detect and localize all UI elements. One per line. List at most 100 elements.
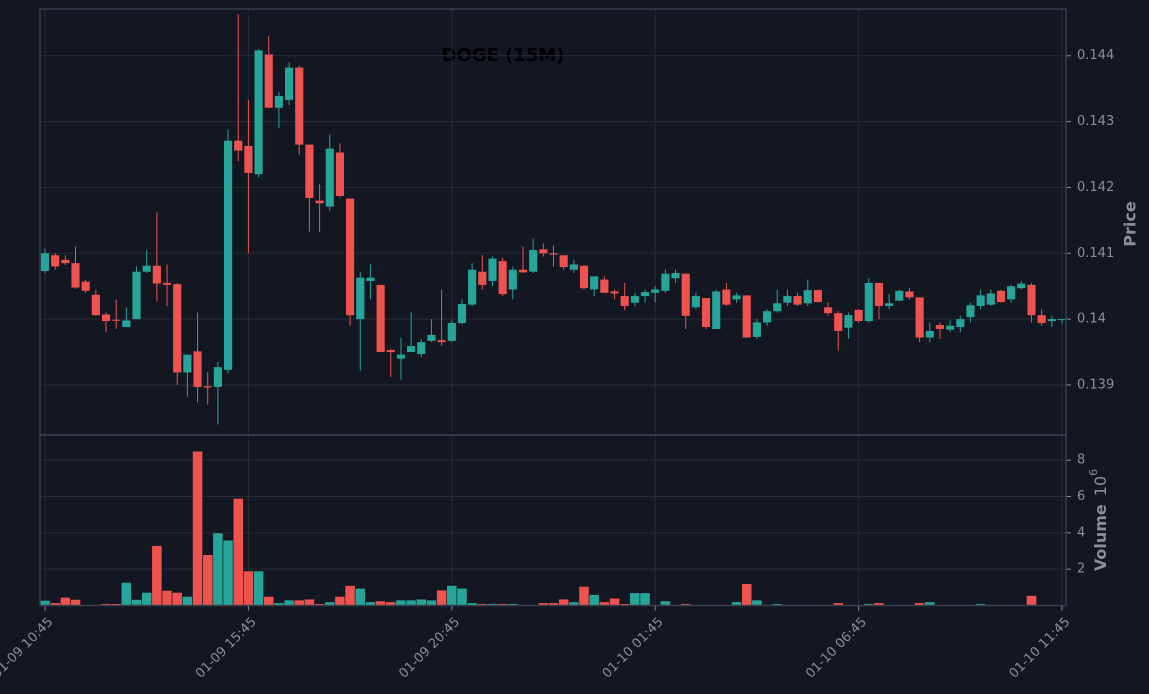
candle-body [132, 271, 141, 320]
candle-body [335, 152, 344, 196]
candle-body [386, 350, 395, 353]
volume-bar [751, 599, 763, 606]
candle-body [1027, 284, 1036, 316]
volume-bar [263, 596, 275, 606]
candle-body [122, 320, 131, 328]
candle-body [620, 296, 629, 306]
candle-body [91, 294, 100, 316]
volume-tick-label: 4 [1077, 525, 1085, 540]
candle-body [447, 323, 456, 341]
candle-body [1037, 315, 1046, 324]
y-tick-label: 0.141 [1077, 246, 1114, 261]
candle-body [437, 340, 446, 343]
volume-bar [222, 539, 234, 606]
candle-body [203, 386, 212, 388]
candle-body [162, 282, 172, 285]
candle-body [396, 354, 406, 359]
volume-bar [181, 596, 193, 606]
candle-body [915, 297, 924, 338]
candle-body [152, 265, 161, 284]
candle-body [478, 271, 487, 285]
candle-body [274, 95, 283, 108]
volume-bar [456, 587, 468, 606]
candle-body [356, 277, 365, 320]
candle-body [590, 276, 599, 290]
candle-body [661, 273, 670, 291]
candle-body [1057, 319, 1067, 321]
candle-body [376, 284, 385, 353]
volume-bar [436, 589, 448, 606]
volume-bar [293, 599, 305, 606]
volume-bar [395, 599, 407, 606]
candle-body [213, 367, 222, 387]
candle-body [498, 261, 507, 295]
candle-body [935, 325, 945, 329]
candle-body [549, 253, 558, 255]
volume-bar [59, 597, 71, 606]
candle-body [1017, 283, 1026, 289]
candle-body [71, 263, 80, 288]
y-tick-label: 0.142 [1077, 180, 1114, 195]
candle-body [824, 307, 833, 314]
candle-body [813, 290, 822, 302]
volume-bar [283, 599, 295, 606]
volume-bar [334, 596, 346, 606]
volume-bar [232, 498, 244, 606]
candle-body [722, 289, 731, 305]
candle-body [51, 255, 60, 267]
candle-body [569, 264, 578, 270]
volume-bar [161, 590, 173, 606]
volume-bar [192, 450, 203, 606]
candle-body [885, 303, 894, 306]
candle-body [112, 319, 121, 321]
candle-body [518, 269, 528, 273]
candle-body [101, 314, 111, 322]
candle-body [874, 282, 884, 306]
candle-body [295, 67, 304, 145]
volume-bar [70, 599, 81, 606]
candle-body [854, 309, 863, 322]
candle-body [468, 269, 477, 305]
candle-body [529, 249, 538, 272]
candle-body [905, 291, 914, 298]
volume-bar [151, 545, 163, 606]
candle-body [651, 289, 660, 293]
candle-body [742, 295, 751, 338]
volume-bar [202, 554, 214, 606]
volume-label: Volume [1091, 504, 1110, 571]
volume-bar [578, 586, 590, 606]
y-axis-label: Price [1121, 201, 1140, 247]
candle-body [763, 311, 772, 323]
y-tick-label: 0.143 [1077, 114, 1114, 129]
candle-body [1047, 319, 1056, 322]
candle-body [193, 351, 202, 387]
volume-bar [588, 594, 600, 606]
candle-body [173, 284, 182, 373]
candle-body [691, 296, 700, 308]
volume-bar [304, 598, 315, 606]
candle-body [600, 279, 609, 293]
candle-body [976, 295, 985, 306]
volume-bar [354, 587, 366, 606]
candle-body [315, 200, 324, 204]
volume-bar [558, 598, 570, 606]
candle-body [244, 145, 253, 173]
candle-body [305, 144, 314, 198]
candle-body [793, 296, 802, 305]
candle-body [234, 140, 243, 151]
volume-bar [629, 592, 641, 606]
volume-bar [131, 599, 142, 606]
candle-body [996, 290, 1006, 302]
volume-bar [415, 598, 427, 606]
candle-body [925, 330, 934, 338]
volume-bar [120, 582, 132, 606]
candle-body [264, 54, 273, 108]
candle-body [681, 273, 690, 316]
candle-body [701, 298, 711, 328]
candle-body [366, 277, 375, 281]
candle-body [773, 303, 782, 312]
volume-bar [344, 585, 356, 606]
candle-body [457, 303, 467, 324]
offset-exponent: 6 [1087, 469, 1100, 476]
